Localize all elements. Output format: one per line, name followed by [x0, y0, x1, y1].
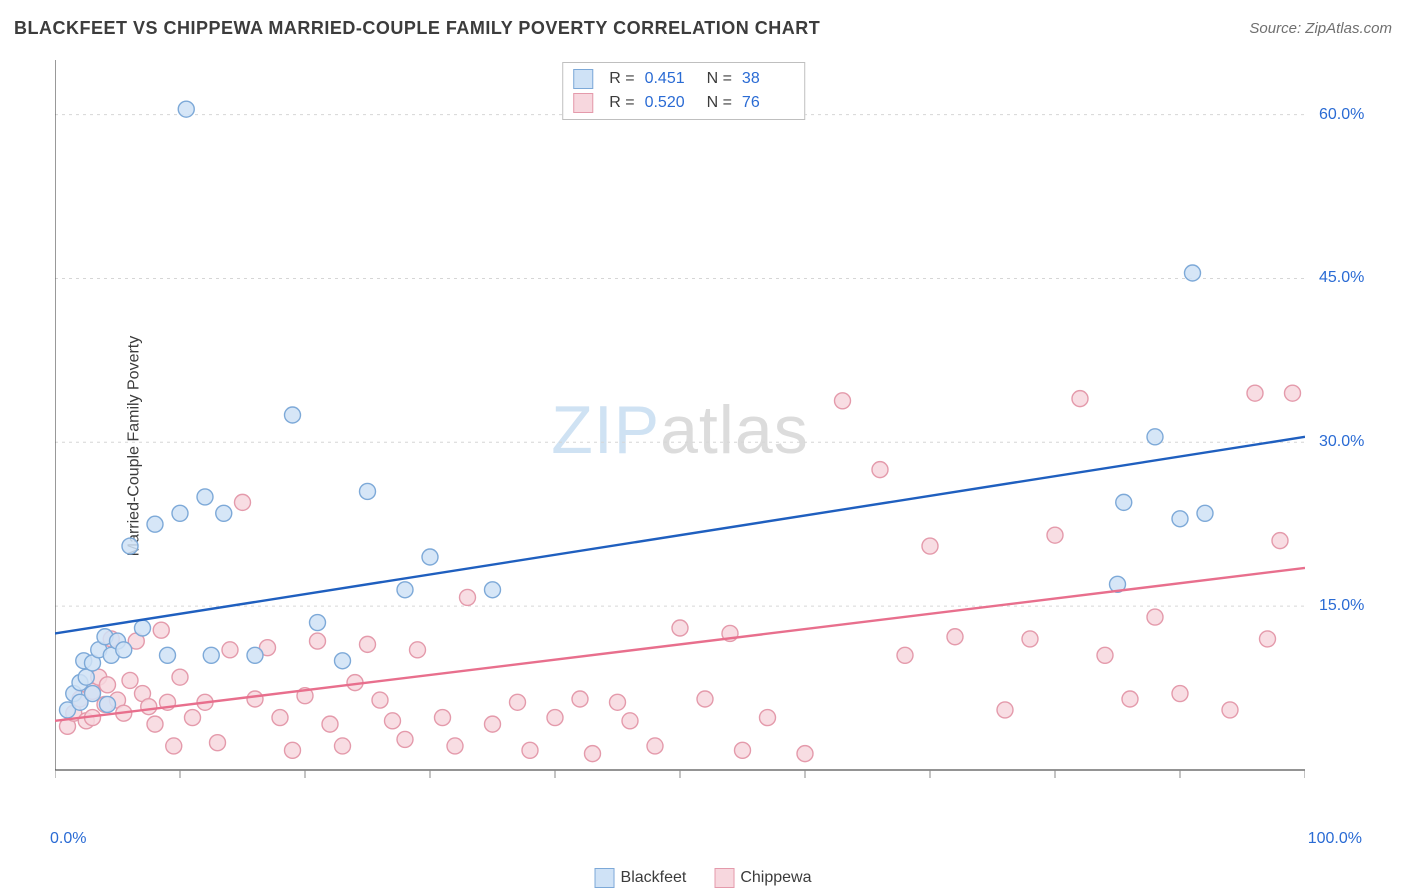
y-tick-label: 30.0%	[1319, 433, 1364, 451]
n-label-0: N =	[707, 70, 732, 88]
r-value-0: 0.451	[645, 70, 697, 88]
n-label-1: N =	[707, 94, 732, 112]
scatter-svg	[55, 60, 1305, 800]
r-label-0: R =	[609, 70, 634, 88]
n-value-1: 76	[742, 94, 794, 112]
source-prefix: Source:	[1249, 20, 1305, 37]
source-link[interactable]: ZipAtlas.com	[1305, 20, 1392, 37]
x-tick-0: 0.0%	[50, 830, 86, 848]
x-tick-100: 100.0%	[1308, 830, 1362, 848]
legend-stats-row-1: R = 0.520 N = 76	[573, 91, 794, 115]
y-tick-label: 60.0%	[1319, 106, 1364, 124]
legend-stats: R = 0.451 N = 38 R = 0.520 N = 76	[562, 62, 805, 120]
swatch-chippewa	[714, 868, 734, 888]
legend-item-blackfeet: Blackfeet	[595, 868, 687, 888]
n-value-0: 38	[742, 70, 794, 88]
plot-area: ZIPatlas	[55, 60, 1305, 800]
y-tick-label: 15.0%	[1319, 597, 1364, 615]
legend-bottom: Blackfeet Chippewa	[595, 868, 812, 888]
source-attrib: Source: ZipAtlas.com	[1249, 20, 1392, 37]
swatch-blackfeet	[595, 868, 615, 888]
r-label-1: R =	[609, 94, 634, 112]
legend-label-chippewa: Chippewa	[740, 869, 811, 886]
swatch-stats-0	[573, 69, 593, 89]
legend-item-chippewa: Chippewa	[714, 868, 811, 888]
chart-title: BLACKFEET VS CHIPPEWA MARRIED-COUPLE FAM…	[14, 18, 820, 39]
r-value-1: 0.520	[645, 94, 697, 112]
swatch-stats-1	[573, 93, 593, 113]
legend-label-blackfeet: Blackfeet	[621, 869, 687, 886]
y-tick-label: 45.0%	[1319, 269, 1364, 287]
legend-stats-row-0: R = 0.451 N = 38	[573, 67, 794, 91]
